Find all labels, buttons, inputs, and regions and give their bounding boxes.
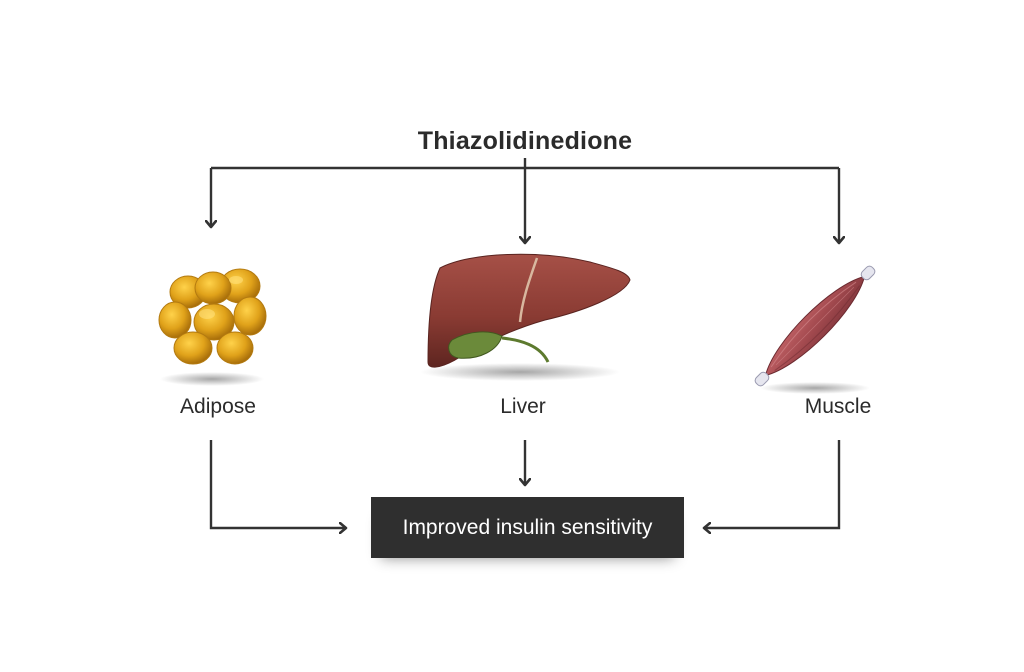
liver-icon	[420, 253, 631, 381]
adipose-tissue-icon	[158, 268, 267, 386]
liver-label: Liver	[500, 395, 546, 418]
outcome-box: Improved insulin sensitivity	[371, 497, 684, 558]
muscle-icon	[754, 265, 876, 394]
diagram-title: Thiazolidinedione	[417, 127, 633, 155]
arrow-muscle-to-outcome	[705, 440, 841, 528]
muscle-label: Muscle	[804, 395, 872, 418]
bottom-connector-lines	[209, 440, 841, 528]
gallbladder-shape	[448, 331, 503, 359]
adipose-label: Adipose	[180, 395, 256, 418]
outcome-label: Improved insulin sensitivity	[402, 515, 653, 539]
top-connector-lines	[211, 158, 839, 242]
arrow-adipose-to-outcome	[209, 440, 345, 528]
